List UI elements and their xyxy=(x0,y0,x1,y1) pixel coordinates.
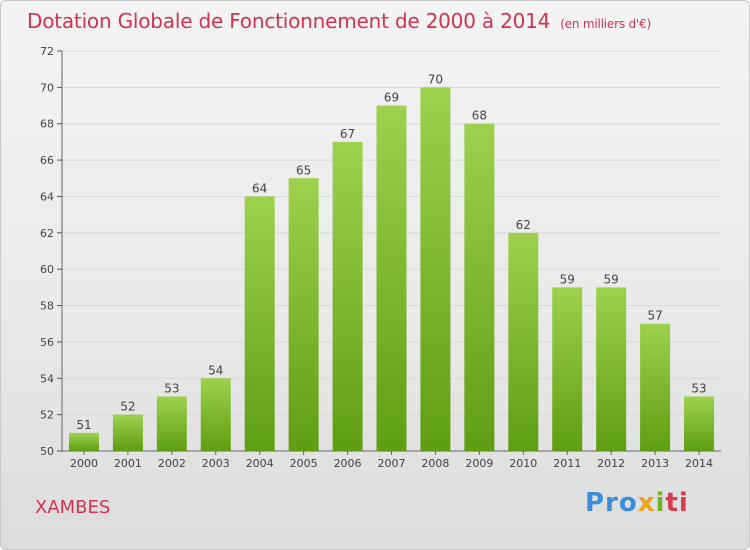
x-tick-label: 2007 xyxy=(378,457,406,470)
bar-2001[interactable] xyxy=(112,414,143,451)
x-tick-label: 2002 xyxy=(158,457,186,470)
logo-part-1: Pro xyxy=(585,488,638,518)
y-tick-label: 50 xyxy=(40,445,54,458)
y-tick-label: 52 xyxy=(40,409,54,422)
x-tick-label: 2006 xyxy=(334,457,362,470)
bar-2009[interactable] xyxy=(464,123,495,452)
value-label: 67 xyxy=(340,127,355,141)
value-label: 59 xyxy=(560,272,575,286)
x-tick-label: 2001 xyxy=(114,457,142,470)
bars xyxy=(68,87,715,452)
value-label: 68 xyxy=(472,109,487,123)
x-tick-label: 2008 xyxy=(421,457,449,470)
x-tick-label: 2011 xyxy=(553,457,581,470)
bar-2008[interactable] xyxy=(420,87,451,451)
x-tick-label: 2004 xyxy=(246,457,274,470)
chart-subtitle: (en milliers d'€) xyxy=(560,17,651,31)
logo-part-4: ti xyxy=(665,488,689,518)
x-tick-label: 2009 xyxy=(465,457,493,470)
data-labels: 51 52 53 54 64 65 67 69 70 68 62 59 59 57 53 xyxy=(76,72,706,431)
y-tick-label: 68 xyxy=(40,118,54,131)
bar-2003[interactable] xyxy=(200,378,231,451)
commune-name: XAMBES xyxy=(35,497,111,518)
bar-2014[interactable] xyxy=(684,396,715,451)
y-tick-label: 66 xyxy=(40,154,54,167)
y-tick-label: 62 xyxy=(40,227,54,240)
y-tick-label: 72 xyxy=(40,45,54,58)
y-tick-label: 70 xyxy=(40,81,54,94)
chart-title: Dotation Globale de Fonctionnement de 20… xyxy=(27,9,651,33)
x-tick-label: 2012 xyxy=(597,457,625,470)
value-label: 53 xyxy=(164,381,179,395)
x-tick-label: 2000 xyxy=(70,457,98,470)
value-label: 52 xyxy=(120,400,135,414)
bar-2006[interactable] xyxy=(332,141,363,451)
bar-2012[interactable] xyxy=(596,287,627,451)
proxiti-logo[interactable]: Proxiti xyxy=(585,488,689,518)
value-label: 69 xyxy=(384,91,399,105)
x-tick-label: 2013 xyxy=(641,457,669,470)
value-label: 57 xyxy=(647,309,662,323)
value-label: 65 xyxy=(296,163,311,177)
bar-2000[interactable] xyxy=(68,432,99,451)
x-tick-label: 2005 xyxy=(290,457,318,470)
logo-part-3: i xyxy=(655,488,666,518)
value-label: 59 xyxy=(604,272,619,286)
value-label: 51 xyxy=(76,418,91,432)
bar-2002[interactable] xyxy=(156,396,187,451)
value-label: 70 xyxy=(428,72,443,86)
y-tick-label: 58 xyxy=(40,300,54,313)
y-tick-label: 64 xyxy=(40,190,54,203)
y-tick-label: 54 xyxy=(40,372,54,385)
bar-2013[interactable] xyxy=(640,323,671,451)
x-tick-label: 2014 xyxy=(685,457,713,470)
value-label: 64 xyxy=(252,181,267,195)
bar-2007[interactable] xyxy=(376,105,407,451)
chart-title-text: Dotation Globale de Fonctionnement de 20… xyxy=(27,9,551,33)
value-label: 54 xyxy=(208,363,223,377)
x-tick-label: 2003 xyxy=(202,457,230,470)
value-label: 62 xyxy=(516,218,531,232)
bar-2004[interactable] xyxy=(244,196,275,451)
x-tick-label: 2010 xyxy=(509,457,537,470)
bar-2010[interactable] xyxy=(508,232,539,451)
y-tick-label: 56 xyxy=(40,336,54,349)
y-tick-label: 60 xyxy=(40,263,54,276)
bar-2011[interactable] xyxy=(552,287,583,451)
bar-2005[interactable] xyxy=(288,178,319,452)
logo-part-2: x xyxy=(637,488,656,518)
value-label: 53 xyxy=(691,381,706,395)
